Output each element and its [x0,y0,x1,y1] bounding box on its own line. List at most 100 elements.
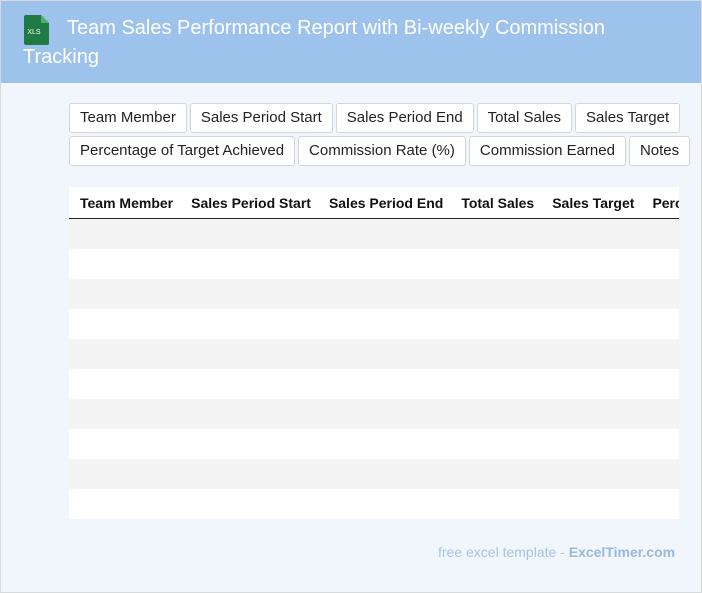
table-cell [641,459,679,489]
table-row [69,218,679,249]
column-chip[interactable]: Notes [628,136,691,166]
table-row [69,459,679,489]
table-cell [180,459,318,489]
table-cell [541,339,642,369]
table-row [69,429,679,459]
table-cell [450,309,541,339]
table-cell [180,309,318,339]
table-cell [318,429,450,459]
table-cell [541,249,641,279]
table-cell [69,218,181,249]
table-cell [180,339,318,369]
table-cell [180,429,318,459]
table-cell [317,218,451,249]
column-header: Team Member [69,187,181,219]
table-body [69,218,679,520]
table: Team Member Sales Period Start Sales Perio… [69,187,679,519]
table-cell [318,489,450,519]
table-cell [180,489,318,519]
table-cell [69,369,180,399]
column-header: Sales Period Start [180,187,318,219]
table-cell [541,429,641,459]
table-cell [641,489,679,519]
table-row [69,489,679,519]
column-header: Percentage of Target Achieved [641,187,679,219]
title: Team Sales Performance Report with Bi-we… [23,17,605,68]
column-chip[interactable]: Sales Target [575,103,681,133]
table-cell [450,279,542,309]
table-container: Team Member Sales Period Start Sales Perio… [69,187,679,519]
table-cell [69,309,180,339]
table-cell [69,399,181,429]
footer: free excel template - ExcelTimer.com [438,544,675,560]
table-cell [641,339,679,369]
column-chip[interactable]: Total Sales [476,103,573,133]
table-cell [641,369,679,399]
column-chip[interactable]: Sales Period Start [189,103,333,133]
table-cell [317,339,451,369]
table-cell [541,459,642,489]
table-cell [450,249,541,279]
table-cell [317,279,451,309]
table-cell [641,429,679,459]
table-cell [641,279,679,309]
table-row [69,249,679,279]
table-cell [180,399,318,429]
table-cell [69,249,180,279]
table-cell [318,249,450,279]
table-cell [69,339,181,369]
column-header: Total Sales [450,187,542,219]
table-cell [541,399,642,429]
table-cell [69,429,180,459]
table-cell [180,369,318,399]
table-cell [450,459,542,489]
table-cell [450,218,542,249]
table-cell [318,369,450,399]
table-cell [450,369,541,399]
column-chip[interactable]: Team Member [69,103,187,133]
table-cell [541,279,642,309]
table-head: Team Member Sales Period Start Sales Perio… [69,187,679,219]
table-row [69,399,679,429]
footer-text: free excel template - [438,544,569,560]
footer-link[interactable]: ExcelTimer.com [568,544,676,560]
xls-icon: XLS [24,15,49,45]
table-row [69,279,679,309]
table-cell [69,489,180,519]
table-cell [541,369,641,399]
column-chip[interactable]: Commission Earned [468,136,626,166]
column-chip[interactable]: Sales Period End [335,103,474,133]
table-cell [641,399,679,429]
table-cell [450,489,541,519]
table-cell [69,459,181,489]
column-chip[interactable]: Percentage of Target Achieved [69,136,296,166]
table-cell [641,309,679,339]
table-cell [541,309,641,339]
table-cell [541,218,642,249]
column-chips: Team Member Sales Period Start Sales Perio… [69,103,691,166]
table-cell [69,279,181,309]
table-cell [317,399,451,429]
table-row [69,369,679,399]
table-cell [180,279,318,309]
column-header: Sales Target [541,187,642,219]
column-header: Sales Period End [317,187,451,219]
table-cell [541,489,641,519]
table-cell [318,309,450,339]
column-chip[interactable]: Commission Rate (%) [298,136,466,166]
table-cell [641,249,679,279]
table-cell [450,399,542,429]
table-cell [180,218,318,249]
icon-label: XLS [27,29,41,36]
table-row [69,309,679,339]
table-cell [641,218,679,249]
table-cell [450,339,542,369]
header-row: Team Member Sales Period Start Sales Perio… [69,187,679,219]
table-cell [450,429,541,459]
table-cell [180,249,318,279]
header: XLS Team Sales Performance Report with B… [1,1,701,83]
table-row [69,339,679,369]
